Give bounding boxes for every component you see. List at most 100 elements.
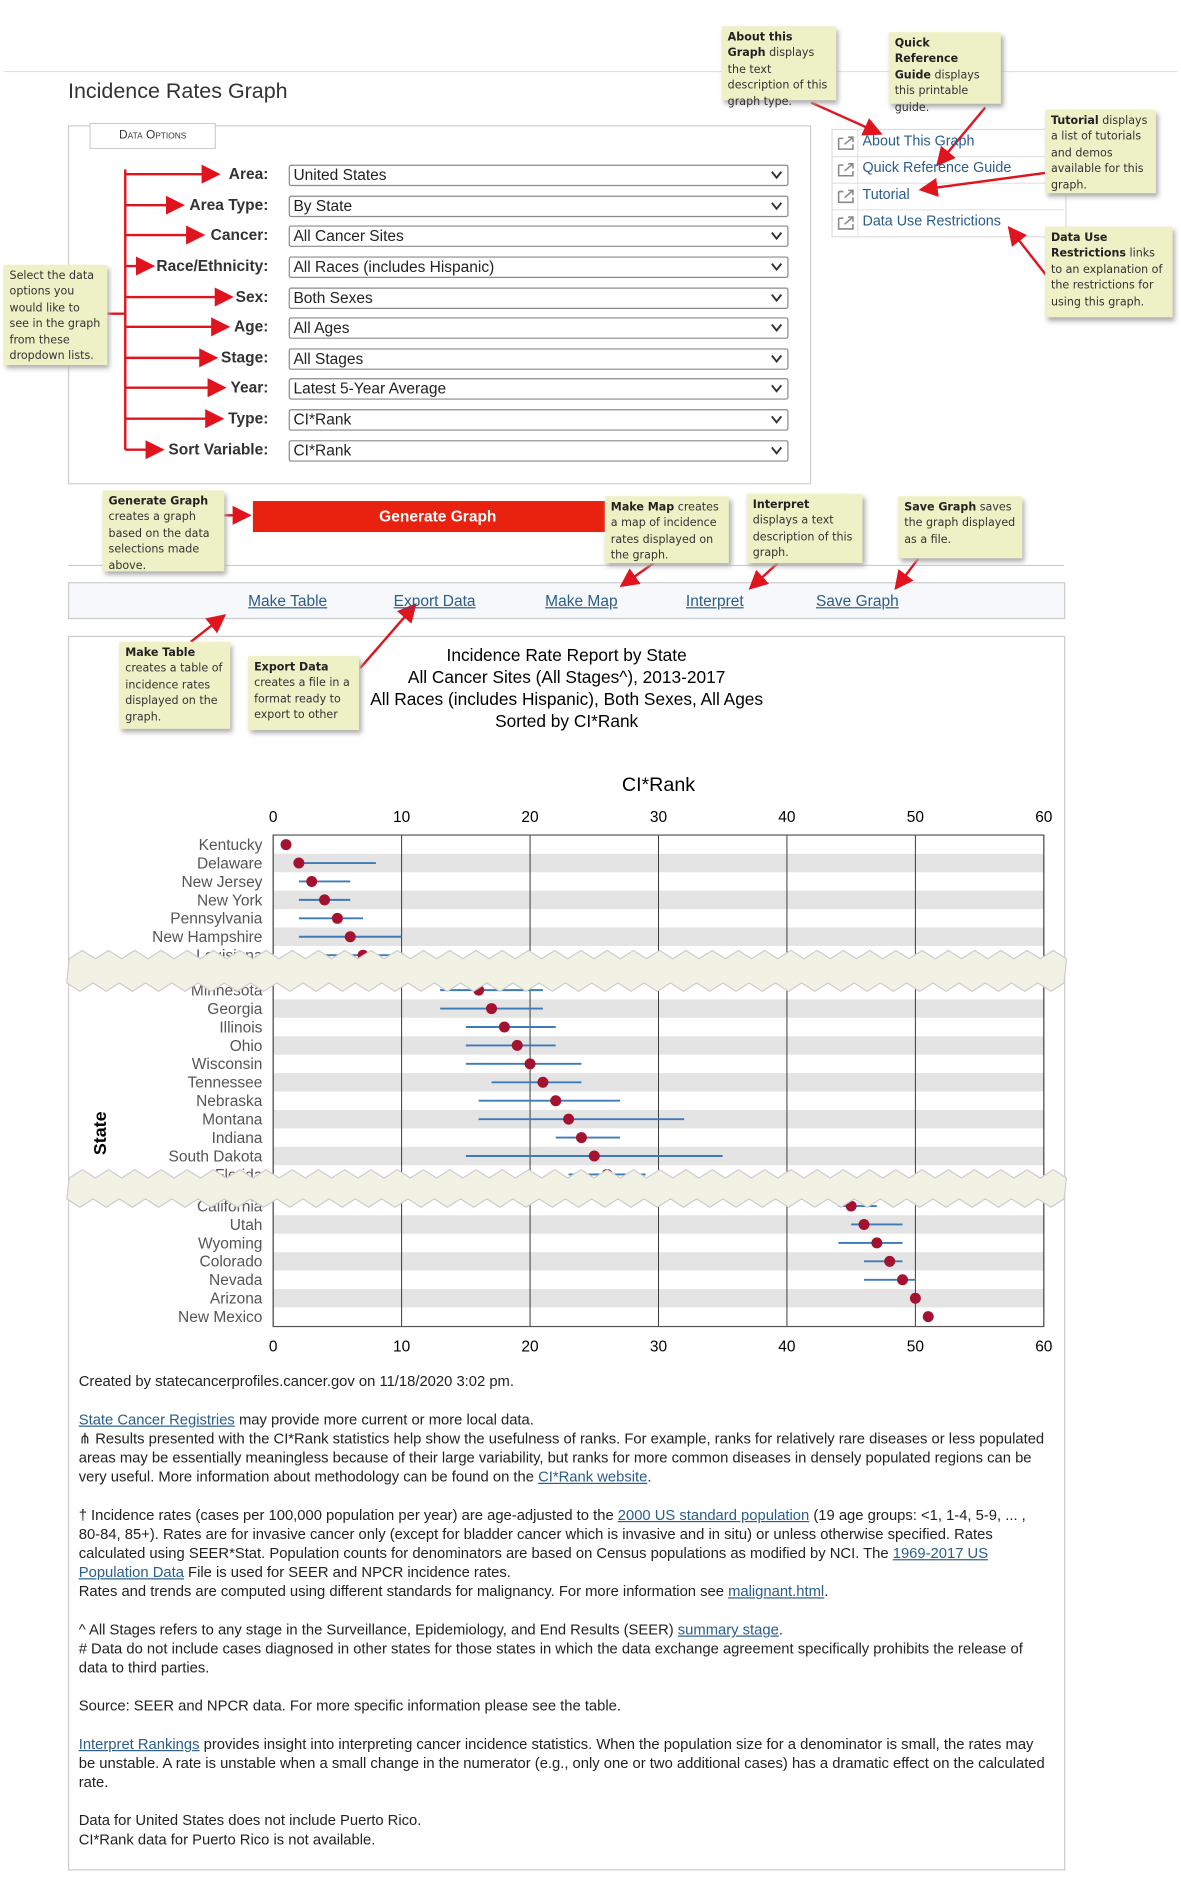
callout-text: saves the graph displayed as a file.: [904, 501, 1016, 547]
option-label: Year:: [230, 378, 269, 397]
dropdown-value: Latest 5-Year Average: [293, 379, 447, 398]
callout: Select the data options you would like t…: [3, 264, 108, 366]
rank-dot: [486, 1003, 498, 1015]
tool-link[interactable]: Interpret: [685, 591, 744, 610]
chevron-path: [771, 384, 783, 393]
y-tick-label: Tennessee: [187, 1075, 262, 1092]
note-text: † Incidence rates (cases per 100,000 pop…: [78, 1506, 618, 1524]
dropdown-value: All Stages: [293, 349, 364, 368]
callout-text: displays a text description of this grap…: [752, 514, 853, 560]
note-paragraph: Source: SEER and NPCR data. For more spe…: [79, 1696, 1045, 1715]
callout-title: Interpret: [752, 498, 810, 512]
y-tick-label: Utah: [230, 1217, 263, 1234]
rank-dot: [858, 1218, 870, 1230]
dropdown[interactable]: Both Sexes: [288, 287, 789, 309]
dropdown[interactable]: Latest 5-Year Average: [288, 378, 789, 400]
x-tick-label: 10: [393, 809, 411, 826]
note-link[interactable]: malignant.html: [728, 1583, 825, 1600]
dropdown[interactable]: All Races (includes Hispanic): [288, 256, 789, 278]
dropdown[interactable]: All Ages: [288, 317, 789, 339]
callout: Tutorial displays a list of tutorials an…: [1045, 109, 1156, 194]
y-tick-label: Wisconsin: [192, 1056, 263, 1073]
dropdown-value: United States: [293, 165, 387, 184]
tool-link[interactable]: Save Graph: [815, 591, 899, 610]
rank-dot: [922, 1311, 934, 1323]
dropdown[interactable]: CI*Rank: [288, 440, 789, 462]
callout-text: links to an explanation of the restricti…: [1050, 247, 1163, 309]
tool-link[interactable]: Make Map: [545, 591, 618, 610]
dropdown-value: All Races (includes Hispanic): [293, 257, 495, 276]
callout: Generate Graph creates a graph based on …: [102, 490, 225, 573]
rank-dot: [319, 894, 331, 906]
rank-dot: [537, 1076, 549, 1088]
note-text: Rates and trends are computed using diff…: [78, 1583, 729, 1600]
chart-title: Incidence Rate Report by State: [447, 645, 687, 665]
link[interactable]: Data Use Restrictions: [862, 212, 1001, 229]
note-link[interactable]: State Cancer Registries: [78, 1411, 235, 1428]
note-text: provides insight into interpreting cance…: [78, 1735, 1045, 1791]
dropdown[interactable]: By State: [288, 195, 789, 218]
y-tick-label: Nebraska: [196, 1093, 263, 1110]
option-label: Age:: [233, 317, 269, 336]
callout-text: creates a file in a format ready to expo…: [254, 676, 350, 722]
dropdown[interactable]: All Stages: [288, 348, 789, 370]
callout-text: creates a table of incidence rates displ…: [125, 662, 223, 724]
dropdown[interactable]: CI*Rank: [288, 409, 789, 431]
note-block: Created by statecancerprofiles.cancer.go…: [79, 1372, 1045, 1391]
callout-title: Tutorial: [1050, 114, 1099, 128]
note-link[interactable]: Interpret Rankings: [78, 1735, 200, 1753]
dropdown[interactable]: All Cancer Sites: [288, 225, 789, 247]
callout-title: About this Graph: [727, 31, 793, 61]
link-icon: [837, 163, 854, 177]
note-link[interactable]: 1969-2017 US Population Data: [78, 1544, 989, 1581]
callout: About this Graph displays the text descr…: [721, 26, 837, 108]
tool-link[interactable]: Make Table: [248, 591, 328, 610]
y-tick-label: Delaware: [197, 855, 262, 872]
note-paragraph: Created by statecancerprofiles.cancer.go…: [79, 1372, 1045, 1391]
option-label: Type:: [228, 409, 269, 428]
x-tick-label: 50: [907, 809, 925, 826]
dropdown-value: All Ages: [293, 318, 350, 337]
page-title: Incidence Rates Graph: [67, 78, 288, 103]
link[interactable]: Tutorial: [862, 185, 910, 203]
callout: Quick Reference Guide displays this prin…: [888, 32, 1001, 114]
x-tick-label: 0: [269, 1339, 278, 1356]
link[interactable]: About This Graph: [862, 132, 975, 150]
link-icon: [837, 216, 854, 230]
callout-text: Select the data options you would like t…: [9, 269, 101, 363]
note-block: ^ All Stages refers to any stage in the …: [79, 1620, 1045, 1677]
rank-dot: [871, 1237, 883, 1249]
link[interactable]: Quick Reference Guide: [862, 159, 1012, 176]
x-tick-label: 40: [778, 1339, 796, 1356]
chevron: [771, 354, 783, 363]
y-tick-label: South Dakota: [169, 1148, 263, 1165]
callout: Data Use Restrictions links to an explan…: [1045, 226, 1173, 318]
chevron: [771, 263, 783, 272]
dropdown[interactable]: United States: [288, 164, 789, 187]
callout-text: creates a map of incidence rates display…: [610, 501, 719, 563]
y-tick-label: Wyoming: [198, 1235, 262, 1252]
callout-text: displays the text description of this gr…: [727, 47, 828, 109]
y-tick-label: Ohio: [230, 1038, 263, 1055]
chevron-path: [771, 415, 783, 424]
note-text: ⋔ Results presented with the CI*Rank sta…: [78, 1430, 1045, 1486]
generate-button[interactable]: Generate Graph: [252, 501, 623, 533]
callout-title: Data Use Restrictions: [1050, 231, 1127, 261]
callout: Make Table creates a table of incidence …: [119, 641, 231, 729]
note-link[interactable]: summary stage: [677, 1621, 779, 1638]
note-link[interactable]: CI*Rank website: [538, 1468, 648, 1486]
note-text: Created by statecancerprofiles.cancer.go…: [78, 1373, 514, 1390]
tool-link[interactable]: Export Data: [393, 591, 476, 610]
note-text: Source: SEER and NPCR data. For more spe…: [78, 1697, 621, 1715]
x-tick-label: 30: [650, 809, 668, 826]
chart-title: Sorted by CI*Rank: [495, 711, 638, 731]
note-paragraph: State Cancer Registries may provide more…: [79, 1410, 1045, 1429]
note-paragraph: Data for United States does not include …: [79, 1811, 1045, 1830]
rank-dot: [524, 1058, 536, 1070]
note-block: Interpret Rankings provides insight into…: [79, 1735, 1045, 1792]
rank-dot: [498, 1021, 510, 1033]
note-link[interactable]: 2000 US standard population: [617, 1506, 810, 1524]
x-tick-label: 10: [393, 1339, 411, 1356]
y-tick-label: New Hampshire: [152, 929, 262, 946]
callout-text: creates a graph based on the data select…: [108, 511, 210, 573]
